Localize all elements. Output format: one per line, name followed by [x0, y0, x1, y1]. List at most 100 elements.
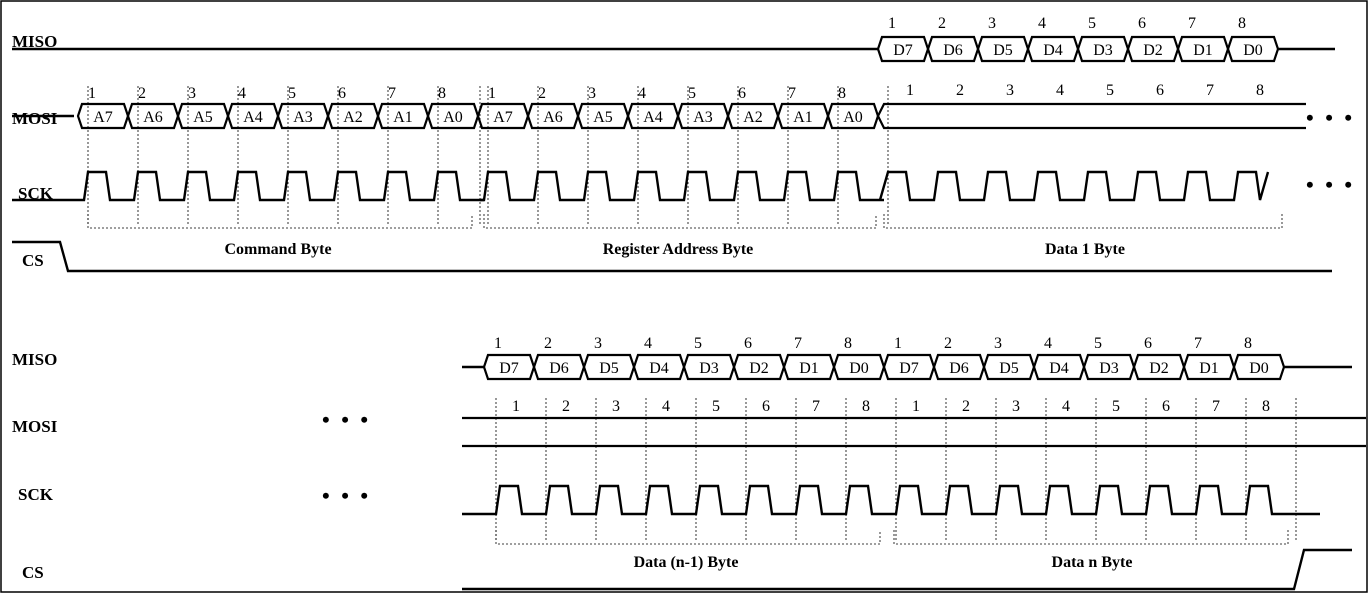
bottom-miso-data-n-cell-label: D3: [1099, 360, 1119, 377]
top-mosi-command-cell-label: A3: [293, 109, 313, 126]
bottom-mosi-bit-number: 4: [1062, 398, 1070, 415]
bottom-miso-data-n-minus-1-bit-number: 3: [594, 335, 602, 352]
top-miso-data-bit-number: 5: [1088, 15, 1096, 32]
waveforms: D7 1 D6 2 D5 3 D4 4 D3 5 D2 6 D1 7 D0 8 A7 1 A6 2 A5 3 A4 4 A3 5 A…: [12, 15, 1366, 591]
top-miso-data-bit-number: 8: [1238, 15, 1246, 32]
bottom-miso-data-n-cell-label: D0: [1249, 360, 1269, 377]
top-mosi-address-cell-label: A6: [543, 109, 563, 126]
top-mosi-command-bit-number: 5: [288, 85, 296, 102]
bottom-mosi-bit-number: 5: [712, 398, 720, 415]
bottom-miso-data-n-minus-1-bit-number: 6: [744, 335, 752, 352]
bottom-miso-data-n-minus-1-cell-label: D6: [549, 360, 569, 377]
top-mosi-address-bit-number: 8: [838, 85, 846, 102]
bottom-miso-data-n-minus-1-cell-label: D7: [499, 360, 519, 377]
bottom-mosi-bit-number: 3: [612, 398, 620, 415]
bottom-miso-data-n-cell-label: D1: [1199, 360, 1219, 377]
top-mosi-label: MOSI: [12, 109, 58, 128]
bottom-mosi-label: MOSI: [12, 417, 58, 436]
top-mosi-command-bit-number: 1: [88, 85, 96, 102]
bottom-mosi-bit-number: 6: [1162, 398, 1170, 415]
top-miso-data-bit-number: 1: [888, 15, 896, 32]
bottom-miso-label: MISO: [12, 350, 57, 369]
bottom-mosi-bit-number: 7: [812, 398, 820, 415]
top-mosi-address-cell-label: A3: [693, 109, 713, 126]
top-mosi-address-cell-label: A0: [843, 109, 863, 126]
top-mosi-data-bit-number: 1: [906, 82, 914, 99]
bottom-miso-data-n-bit-number: 3: [994, 335, 1002, 352]
top-sck-address-clock: [480, 170, 884, 202]
top-miso-data-cell-label: D3: [1093, 42, 1113, 59]
top-miso-data-bit-number: 3: [988, 15, 996, 32]
top-mosi-command-cell-label: A7: [93, 109, 113, 126]
top-miso-data-cell-label: D4: [1043, 42, 1063, 59]
command-byte-bracket: [87, 214, 473, 229]
top-mosi-command-cell-label: A2: [343, 109, 363, 126]
bottom-mosi-bit-number: 2: [562, 398, 570, 415]
top-mosi-continuation-dots: • • •: [1306, 105, 1355, 130]
top-miso-data-cell-label: D2: [1143, 42, 1163, 59]
bottom-miso-data-n-bit-number: 7: [1194, 335, 1202, 352]
top-sck-data-clock: [878, 170, 1270, 202]
bottom-miso-data-n-cell-label: D7: [899, 360, 919, 377]
top-cs-line: [12, 240, 1332, 273]
top-cs-label: CS: [22, 251, 44, 270]
top-mosi-address-cell-label: A5: [593, 109, 613, 126]
data-n-minus-1-byte-label: Data (n-1) Byte: [634, 554, 739, 571]
top-miso-data-cell-label: D6: [943, 42, 963, 59]
bottom-miso-data-n-minus-1-cell-label: D5: [599, 360, 619, 377]
top-mosi-data-bit-number: 7: [1206, 82, 1214, 99]
bottom-miso-data-n-cell-label: D2: [1149, 360, 1169, 377]
bottom-mosi-bit-number: 3: [1012, 398, 1020, 415]
bottom-cs-line: [462, 548, 1352, 591]
bottom-miso-data-n-cell-label: D6: [949, 360, 969, 377]
bottom-mosi-bit-number: 7: [1212, 398, 1220, 415]
bottom-mosi-continuation-dots: • • •: [322, 407, 371, 432]
top-mosi-command-bit-number: 7: [388, 85, 396, 102]
top-mosi-address-bit-number: 6: [738, 85, 746, 102]
bottom-sck-continuation-dots: • • •: [322, 483, 371, 508]
top-mosi-command-bit-number: 6: [338, 85, 346, 102]
top-sck-command-clock: [12, 170, 484, 202]
bottom-miso-data-n-minus-1-bit-number: 4: [644, 335, 652, 352]
bottom-mosi-bit-number: 1: [512, 398, 520, 415]
top-mosi-data-bit-number: 4: [1056, 82, 1064, 99]
bottom-miso-data-n-bit-number: 5: [1094, 335, 1102, 352]
data-n-minus-1-byte-bracket: [495, 530, 881, 545]
top-mosi-command-bit-number: 2: [138, 85, 146, 102]
bottom-miso-data-n-minus-1-cell-label: D0: [849, 360, 869, 377]
top-mosi-address-bit-number: 5: [688, 85, 696, 102]
bottom-miso-data-n-minus-1-bit-number: 5: [694, 335, 702, 352]
top-miso-data-bit-number: 4: [1038, 15, 1046, 32]
top-miso-data-cell-label: D7: [893, 42, 913, 59]
top-mosi-command-cell-label: A4: [243, 109, 263, 126]
bottom-miso-data-n-bit-number: 8: [1244, 335, 1252, 352]
top-mosi-data-bit-number: 6: [1156, 82, 1164, 99]
top-sck-label: SCK: [18, 184, 54, 203]
bottom-miso-data-n-minus-1-cell-label: D4: [649, 360, 669, 377]
top-miso-data-cell-label: D0: [1243, 42, 1263, 59]
bottom-miso-data-n-bit-number: 1: [894, 335, 902, 352]
top-mosi-address-bit-number: 1: [488, 85, 496, 102]
data-n-byte-label: Data n Byte: [1052, 554, 1133, 571]
bottom-miso-data-n-bit-number: 6: [1144, 335, 1152, 352]
top-mosi-command-bit-number: 4: [238, 85, 246, 102]
top-mosi-data-bit-number: 2: [956, 82, 964, 99]
top-miso-data-bit-number: 6: [1138, 15, 1146, 32]
bottom-miso-data-n-minus-1-cell-label: D2: [749, 360, 769, 377]
command-byte-label: Command Byte: [224, 241, 331, 258]
top-mosi-address-cell-label: A2: [743, 109, 763, 126]
bottom-mosi-bit-number: 1: [912, 398, 920, 415]
top-miso-label: MISO: [12, 32, 57, 51]
top-miso-data-cell-label: D1: [1193, 42, 1213, 59]
bottom-miso-data-n-bit-number: 4: [1044, 335, 1052, 352]
top-mosi-address-bit-number: 3: [588, 85, 596, 102]
top-mosi-data-rails: [876, 102, 1306, 130]
bottom-mosi-bit-number: 5: [1112, 398, 1120, 415]
top-mosi-address-cell-label: A1: [793, 109, 813, 126]
top-mosi-command-cell-label: A5: [193, 109, 213, 126]
bottom-mosi-bit-number: 2: [962, 398, 970, 415]
bottom-sck-label: SCK: [18, 485, 54, 504]
top-miso-data-bit-number: 2: [938, 15, 946, 32]
